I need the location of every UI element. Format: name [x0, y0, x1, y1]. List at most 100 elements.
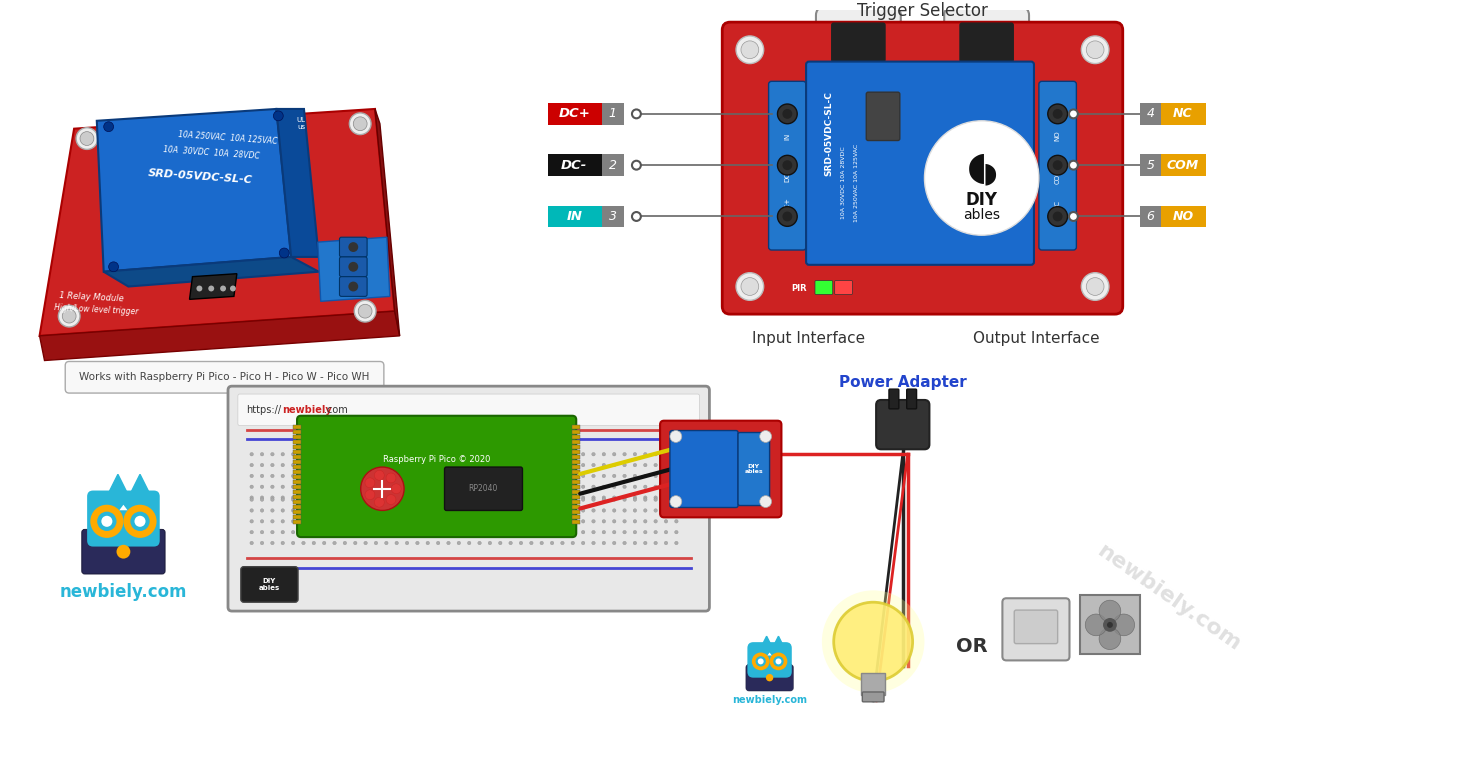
Circle shape — [353, 496, 356, 500]
Circle shape — [623, 485, 626, 488]
Circle shape — [447, 497, 450, 501]
FancyBboxPatch shape — [831, 23, 884, 62]
Text: 10A 250VAC  10A 125VAC: 10A 250VAC 10A 125VAC — [177, 130, 278, 146]
FancyBboxPatch shape — [572, 490, 580, 494]
Circle shape — [571, 463, 574, 467]
Circle shape — [540, 520, 543, 523]
FancyBboxPatch shape — [572, 455, 580, 459]
Circle shape — [447, 463, 450, 467]
Circle shape — [540, 541, 543, 545]
Polygon shape — [376, 109, 399, 336]
Circle shape — [581, 452, 584, 456]
Circle shape — [478, 530, 481, 534]
Circle shape — [281, 541, 284, 545]
Circle shape — [405, 530, 408, 534]
Circle shape — [416, 541, 419, 545]
Circle shape — [612, 463, 615, 467]
Text: COM: COM — [1055, 167, 1060, 184]
Circle shape — [467, 541, 470, 545]
FancyBboxPatch shape — [293, 470, 302, 474]
Circle shape — [374, 509, 377, 512]
Circle shape — [302, 452, 305, 456]
Circle shape — [760, 496, 772, 507]
Circle shape — [1086, 278, 1103, 295]
Circle shape — [271, 509, 274, 512]
Circle shape — [1099, 600, 1121, 622]
Circle shape — [633, 463, 636, 467]
Circle shape — [374, 481, 390, 497]
Text: NO: NO — [1173, 210, 1194, 223]
FancyBboxPatch shape — [572, 475, 580, 479]
Circle shape — [540, 497, 543, 501]
Circle shape — [529, 520, 532, 523]
Circle shape — [592, 485, 595, 488]
FancyBboxPatch shape — [572, 445, 580, 449]
Circle shape — [592, 496, 595, 500]
Circle shape — [643, 452, 648, 456]
Circle shape — [602, 520, 605, 523]
FancyBboxPatch shape — [769, 82, 806, 250]
Circle shape — [281, 463, 284, 467]
FancyBboxPatch shape — [87, 491, 160, 546]
Circle shape — [353, 509, 356, 512]
Circle shape — [250, 509, 253, 512]
Circle shape — [209, 285, 214, 291]
FancyBboxPatch shape — [1015, 610, 1057, 644]
Text: 1 Relay Module: 1 Relay Module — [59, 291, 124, 304]
Circle shape — [426, 520, 429, 523]
Circle shape — [322, 530, 325, 534]
FancyBboxPatch shape — [572, 485, 580, 489]
Circle shape — [374, 496, 377, 500]
Circle shape — [385, 530, 387, 534]
Circle shape — [343, 463, 346, 467]
Text: 1: 1 — [609, 108, 617, 121]
Circle shape — [361, 467, 404, 510]
Text: Trigger Selector: Trigger Selector — [856, 2, 988, 20]
FancyBboxPatch shape — [1038, 82, 1077, 250]
Circle shape — [581, 497, 584, 501]
Circle shape — [374, 485, 377, 488]
Circle shape — [75, 127, 98, 150]
Circle shape — [550, 520, 553, 523]
Circle shape — [312, 463, 315, 467]
Circle shape — [509, 463, 512, 467]
Circle shape — [302, 541, 305, 545]
Circle shape — [509, 485, 512, 488]
Circle shape — [674, 497, 679, 501]
Circle shape — [643, 541, 648, 545]
Circle shape — [436, 497, 439, 501]
Circle shape — [488, 520, 491, 523]
Circle shape — [104, 122, 114, 132]
Circle shape — [623, 463, 626, 467]
Circle shape — [291, 497, 294, 501]
FancyBboxPatch shape — [241, 567, 299, 602]
Circle shape — [250, 452, 253, 456]
Circle shape — [519, 463, 522, 467]
Circle shape — [488, 530, 491, 534]
Circle shape — [612, 520, 615, 523]
Polygon shape — [760, 636, 772, 648]
Circle shape — [737, 36, 763, 63]
Circle shape — [135, 516, 145, 526]
Polygon shape — [96, 109, 291, 272]
Text: newbiely.com: newbiely.com — [1093, 540, 1245, 655]
Circle shape — [654, 497, 658, 501]
Circle shape — [220, 285, 226, 291]
Circle shape — [343, 485, 346, 488]
Circle shape — [353, 474, 356, 478]
Circle shape — [602, 474, 605, 478]
Text: 10A 30VDC 10A 28VDC: 10A 30VDC 10A 28VDC — [842, 146, 846, 219]
Circle shape — [581, 541, 584, 545]
Circle shape — [674, 520, 679, 523]
Text: DIY
ables: DIY ables — [259, 578, 280, 591]
Circle shape — [643, 530, 648, 534]
Circle shape — [478, 452, 481, 456]
FancyBboxPatch shape — [572, 430, 580, 433]
Polygon shape — [772, 636, 784, 648]
Circle shape — [561, 496, 563, 500]
Circle shape — [782, 109, 793, 119]
FancyBboxPatch shape — [293, 430, 302, 433]
Circle shape — [674, 509, 679, 512]
Circle shape — [349, 282, 358, 291]
Polygon shape — [768, 652, 772, 655]
